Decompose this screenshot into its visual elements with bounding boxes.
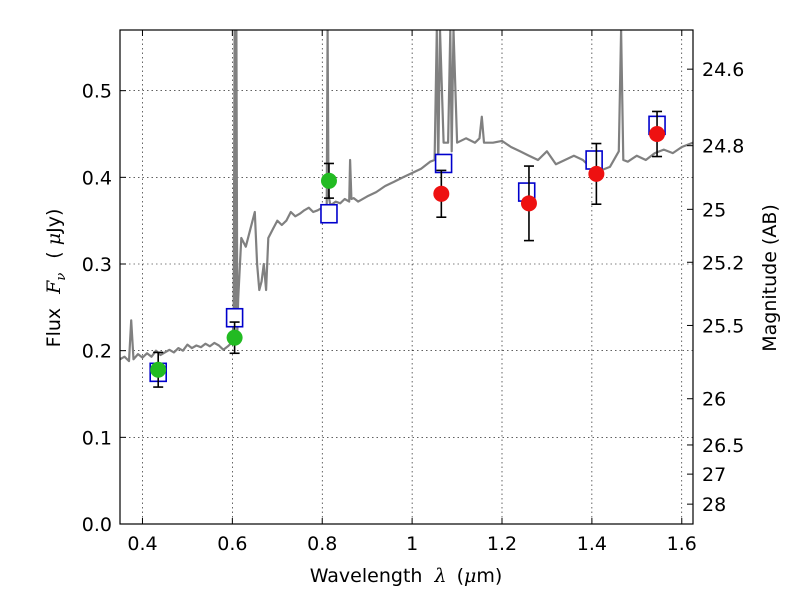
mag-tick-label: 24.8: [702, 136, 744, 158]
mag-tick-label: 25: [702, 199, 726, 221]
nir-photometry-point: [433, 185, 450, 202]
mag-tick-label: 26.5: [702, 435, 744, 457]
y-axis-title: Flux Fν ( μJy): [43, 209, 70, 348]
x-axis-title-unit-mu: μ: [464, 565, 476, 587]
nir-photometry-point: [649, 126, 666, 142]
nir-photometry-point: [520, 195, 537, 212]
y-axis-title-symbol: F: [43, 280, 65, 295]
model-photometry-square: [434, 153, 453, 174]
plot-frame: [119, 29, 694, 525]
mag-tick-label: 25.2: [702, 252, 744, 274]
x-tick-label: 1.6: [667, 533, 697, 555]
y-axis-title-prefix: Flux: [43, 308, 65, 348]
y-axis-title-unit-mu: μ: [43, 233, 65, 245]
x-tick-label: 1: [406, 533, 418, 555]
x-axis-title: Wavelength λ (μm): [310, 565, 503, 587]
spectrum-layer: [120, 30, 693, 363]
mag-tick-label: 26: [702, 389, 726, 411]
y-tick-label: 0.2: [82, 341, 112, 363]
ticks-layer: 0.4 0.6 0.8 1 1.2 1.4 1.6 0.0 0.1 0.2 0.3 0.4 0.5 24.…: [82, 30, 744, 555]
x-tick-label: 1.2: [487, 533, 517, 555]
x-tick-label: 0.8: [307, 533, 337, 555]
mag-tick-label: 25.5: [702, 315, 744, 337]
mag-tick-label: 27: [702, 464, 726, 486]
nir-photometry-point: [588, 165, 605, 182]
optical-photometry-point: [320, 172, 337, 189]
y-tick-label: 0.1: [82, 427, 112, 449]
markers-layer: [149, 110, 666, 388]
optical-photometry-point: [226, 329, 243, 346]
spectrum-line: [120, 30, 693, 363]
x-tick-label: 0.4: [127, 533, 157, 555]
y-tick-label: 0.3: [82, 254, 112, 276]
x-tick-label: 1.4: [577, 533, 607, 555]
mag-tick-label: 24.6: [702, 59, 744, 81]
x-axis-title-unit-open: (: [457, 565, 464, 587]
grid-layer: [120, 30, 693, 524]
y2-axis-title: Magnitude (AB): [759, 204, 781, 352]
y-axis-title-unit-open: (: [43, 251, 65, 258]
x-axis-title-symbol: λ: [433, 565, 446, 587]
mag-tick-label: 28: [702, 494, 726, 516]
y-tick-label: 0.0: [82, 514, 112, 536]
y-tick-label: 0.5: [82, 81, 112, 103]
x-axis-title-prefix: Wavelength: [310, 565, 423, 587]
model-photometry-square: [320, 203, 338, 224]
x-axis-title-unit-rest: m): [476, 565, 502, 587]
y-tick-label: 0.4: [82, 167, 112, 189]
y-axis-title-subscript: ν: [54, 273, 69, 281]
optical-photometry-point: [150, 361, 167, 378]
x-tick-label: 0.6: [217, 533, 247, 555]
y-axis-title-unit-rest: Jy): [43, 209, 65, 234]
